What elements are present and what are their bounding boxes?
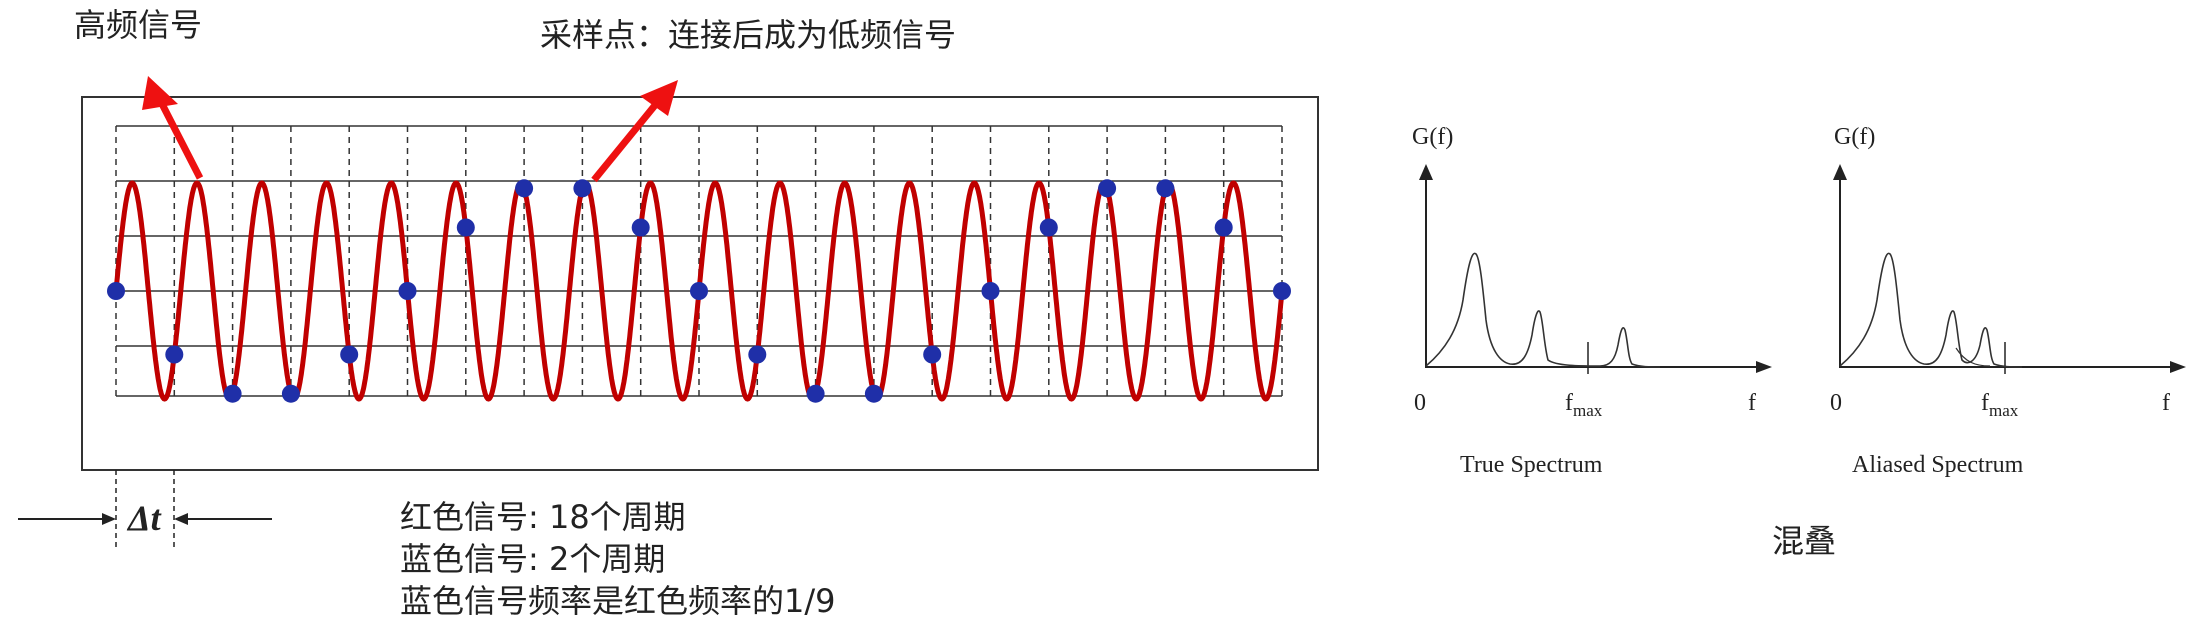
spectrum2-y-label: G(f): [1834, 124, 1876, 150]
spectrum2-f-label: f: [2162, 390, 2170, 416]
sample-point: [1039, 218, 1058, 237]
sample-point: [631, 218, 650, 237]
sample-arrow: [591, 80, 678, 183]
true-spectrum-plot: [1419, 164, 1772, 374]
sample-points-label: 采样点：连接后成为低频信号: [540, 16, 957, 54]
sample-point: [340, 345, 359, 364]
sample-point: [398, 282, 417, 300]
note-red-cycles: 红色信号: 18个周期: [400, 498, 686, 536]
sample-point: [1214, 218, 1233, 237]
true-spectrum-curve: [1425, 252, 1661, 368]
note-frequency-ratio: 蓝色信号频率是红色频率的1/9: [400, 582, 836, 620]
sample-point: [1156, 179, 1175, 198]
sample-points: [107, 179, 1291, 403]
note-blue-cycles: 蓝色信号: 2个周期: [400, 540, 666, 578]
high-freq-arrow: [142, 76, 204, 180]
delta-t-label: Δt: [128, 498, 161, 538]
sample-point: [223, 384, 242, 403]
sample-point: [456, 218, 475, 237]
notes-block: 红色信号: 18个周期 蓝色信号: 2个周期 蓝色信号频率是红色频率的1/9: [400, 496, 836, 622]
sample-point: [281, 384, 300, 403]
high-freq-label: 高频信号: [74, 6, 203, 44]
delta-t-indicator: [18, 470, 272, 548]
aliased-spectrum-curve: [1839, 252, 2023, 368]
sample-point: [748, 345, 767, 364]
sample-point: [1273, 282, 1291, 300]
spectrum1-f-label: f: [1748, 390, 1756, 416]
sample-point: [806, 384, 825, 403]
aliasing-label: 混叠: [1772, 522, 1837, 560]
sample-point: [573, 179, 592, 198]
spectrum1-origin-label: 0: [1414, 390, 1426, 416]
sample-point: [1098, 179, 1117, 198]
sample-point: [107, 282, 125, 300]
spectrum1-y-label: G(f): [1412, 124, 1454, 150]
sample-point: [165, 345, 184, 364]
spectrum1-caption: True Spectrum: [1460, 452, 1603, 478]
diagram-frame: [81, 96, 1319, 471]
spectrum2-fmax-label: fmax: [1981, 390, 2019, 420]
spectrum1-fmax-label: fmax: [1565, 390, 1603, 420]
sample-point: [923, 345, 942, 364]
spectrum2-caption: Aliased Spectrum: [1852, 452, 2024, 478]
sample-point: [690, 282, 708, 300]
sample-point: [515, 179, 534, 198]
diagram-grid: [115, 125, 1283, 397]
sample-point: [864, 384, 883, 403]
aliased-spectrum-plot: [1833, 164, 2186, 374]
sample-point: [981, 282, 1000, 300]
spectrum2-origin-label: 0: [1830, 390, 1842, 416]
